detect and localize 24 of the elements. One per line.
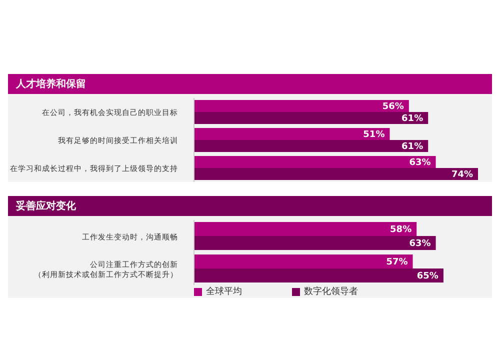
bar <box>194 254 413 268</box>
bar <box>194 100 409 112</box>
bar <box>194 222 417 236</box>
bar <box>194 140 428 152</box>
data-label: 65% <box>416 272 438 282</box>
bar <box>194 112 428 124</box>
legend-label: 全球平均 <box>206 287 242 297</box>
data-label: 63% <box>409 158 431 168</box>
data-label: 51% <box>363 130 385 140</box>
data-label: 57% <box>386 258 408 268</box>
legend-label: 数字化领导者 <box>304 287 358 297</box>
data-label: 74% <box>451 170 473 180</box>
data-label: 56% <box>382 102 404 112</box>
text: 妥善应对变化 <box>8 196 492 216</box>
data-label: 61% <box>402 114 424 124</box>
data-label: 61% <box>402 142 424 152</box>
bar <box>194 128 390 140</box>
data-label: 63% <box>409 239 431 250</box>
bar <box>194 156 436 168</box>
bar <box>194 168 478 180</box>
text: 人才培养和保留 <box>8 74 492 94</box>
bar <box>194 236 436 250</box>
bar <box>194 268 444 282</box>
data-label: 58% <box>390 225 412 236</box>
